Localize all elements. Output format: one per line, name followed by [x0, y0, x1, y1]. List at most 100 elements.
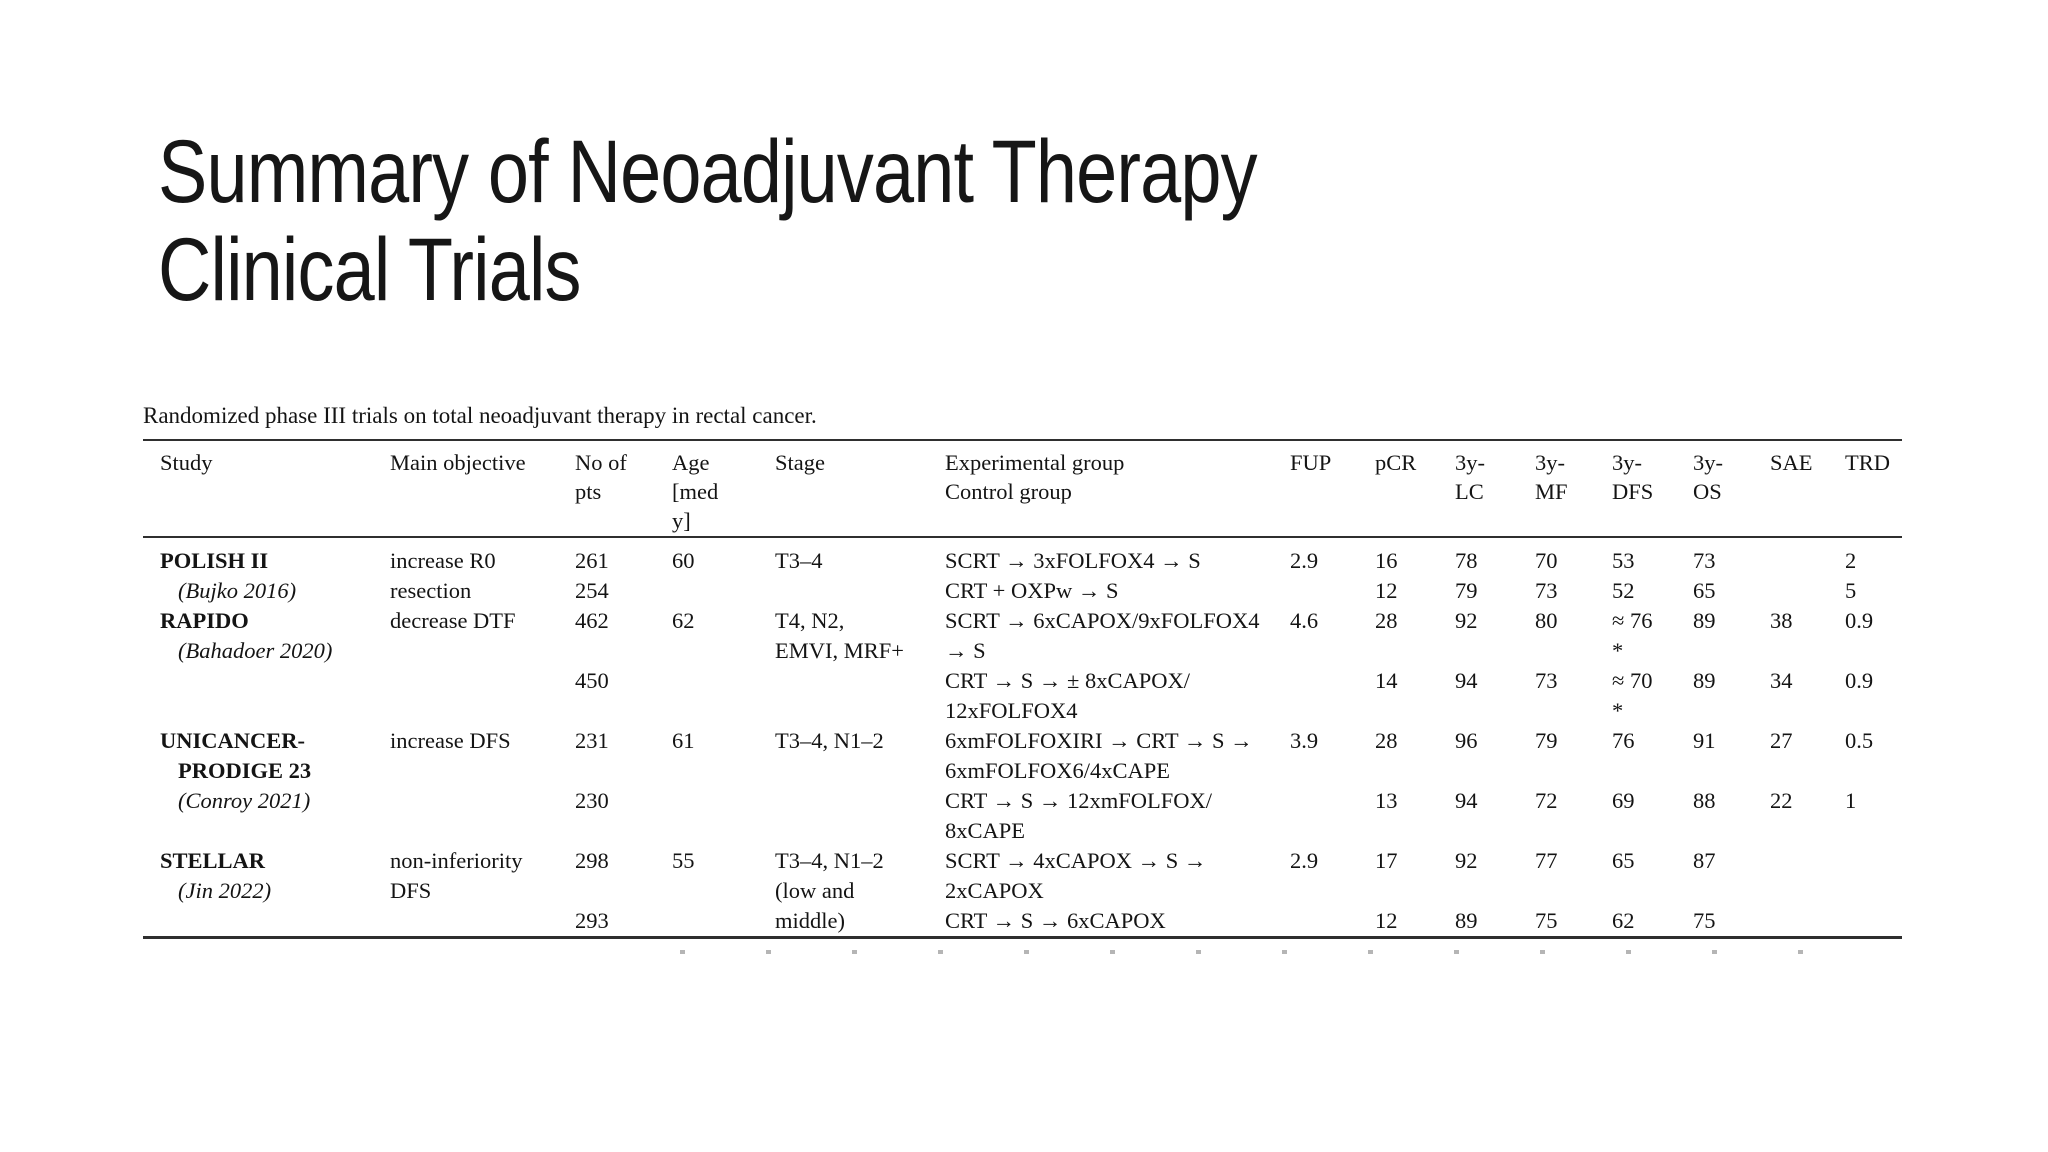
table-cell — [1770, 576, 1845, 606]
table-cell: 89 — [1693, 608, 1716, 633]
table-cell — [390, 666, 575, 696]
table-cell — [672, 636, 775, 666]
table-cell: 78 — [1455, 548, 1478, 573]
table-cell — [1693, 696, 1770, 726]
clipped-footnote-remnant — [680, 950, 1870, 954]
table-cell — [1375, 696, 1455, 726]
table-cell: 53 — [1612, 548, 1635, 573]
table-line: 8xCAPE — [143, 816, 1902, 846]
table-line: 293 middle) CRT → S → 6xCAPOX 12 89 75 62 75 — [143, 906, 1902, 938]
table-line: UNICANCER-increase DFS 231 61 T3–4, N1–2 6xm… — [143, 726, 1902, 756]
table-cell: 91 — [1693, 728, 1716, 753]
table-cell — [1770, 537, 1845, 576]
table-cell: EMVI, MRF+ — [775, 638, 904, 663]
table-cell: decrease DTF — [390, 608, 516, 633]
table-cell: 462 — [575, 608, 609, 633]
table-cell: SCRT → 3xFOLFOX4 → S — [945, 548, 1201, 573]
table-cell — [672, 906, 775, 938]
table-cell: T3–4 — [775, 548, 823, 573]
table-cell: 69 — [1612, 788, 1635, 813]
table-cell — [390, 756, 575, 786]
table-cell — [1845, 846, 1902, 876]
table-cell: 2.9 — [1290, 848, 1319, 873]
table-line: (Bahadoer 2020) EMVI, MRF+ → S * — [143, 636, 1902, 666]
table-cell — [390, 906, 575, 938]
table-cell: T3–4, N1–2 — [775, 848, 884, 873]
table-cell — [1290, 666, 1375, 696]
table-cell — [143, 906, 390, 938]
table-cell — [1770, 696, 1845, 726]
table-cell: 62 — [672, 608, 695, 633]
table-cell: 65 — [1612, 848, 1635, 873]
table-cell — [1845, 876, 1902, 906]
table-cell — [1455, 876, 1535, 906]
table-cell — [390, 786, 575, 816]
table-cell — [1612, 876, 1693, 906]
table-cell: 22 — [1770, 788, 1793, 813]
table-cell — [143, 696, 390, 726]
table-cell — [1375, 636, 1455, 666]
table-cell — [575, 696, 672, 726]
table-cell: 0.5 — [1845, 728, 1874, 753]
table-cell: increase DFS — [390, 728, 511, 753]
table-cell: 13 — [1375, 788, 1398, 813]
table-cell — [575, 756, 672, 786]
column-header-10: 3y- MF — [1535, 450, 1568, 504]
column-header-4: Age [med y] — [672, 450, 719, 533]
table-cell — [1693, 756, 1770, 786]
table-cell: 5 — [1845, 578, 1857, 603]
table-cell: 38 — [1770, 608, 1793, 633]
table-cell: 2xCAPOX — [945, 878, 1044, 903]
table-cell: 16 — [1375, 548, 1398, 573]
table-cell: 1 — [1845, 788, 1857, 813]
table-cell: middle) — [775, 908, 845, 933]
table-cell — [1535, 696, 1612, 726]
table-cell: 4.6 — [1290, 608, 1319, 633]
table-cell: 75 — [1535, 908, 1558, 933]
table-cell — [1290, 576, 1375, 606]
table-cell: 89 — [1455, 908, 1478, 933]
table-cell — [575, 816, 672, 846]
table-cell — [672, 816, 775, 846]
table-cell — [1290, 816, 1375, 846]
table-cell — [672, 576, 775, 606]
table-cell: ≈ 76 — [1612, 608, 1653, 633]
table-cell: POLISH II — [160, 548, 269, 573]
table-cell — [1290, 636, 1375, 666]
column-header-13: SAE — [1770, 450, 1813, 475]
table-cell — [775, 786, 945, 816]
table-header-row: Study Main objective No of pts Age [med y] S… — [143, 440, 1902, 537]
table-cell: * — [1612, 638, 1624, 663]
table-cell: 293 — [575, 908, 609, 933]
table-cell — [1612, 816, 1693, 846]
table-cell: 61 — [672, 728, 695, 753]
table-cell — [1455, 756, 1535, 786]
table-cell — [1455, 696, 1535, 726]
table-cell: PRODIGE 23 — [178, 758, 312, 783]
table-cell — [1535, 636, 1612, 666]
table-cell — [1845, 756, 1902, 786]
table-cell: 77 — [1535, 848, 1558, 873]
table-cell: 8xCAPE — [945, 818, 1026, 843]
table-cell: ≈ 70 — [1612, 668, 1653, 693]
table-cell: → S — [945, 638, 986, 663]
table-line: 12xFOLFOX4 * — [143, 696, 1902, 726]
table-cell — [390, 696, 575, 726]
table-line: STELLAR non-inferiority 298 55 T3–4, N1–2 SCR… — [143, 846, 1902, 876]
table-cell: DFS — [390, 878, 432, 903]
column-header-2: Main objective — [390, 450, 526, 475]
table-cell: 450 — [575, 668, 609, 693]
trials-table: Study Main objective No of pts Age [med y] S… — [143, 439, 1902, 939]
table-cell — [1375, 816, 1455, 846]
table-cell — [1770, 846, 1845, 876]
table-cell — [390, 816, 575, 846]
table-cell — [1845, 816, 1902, 846]
table-cell: 73 — [1535, 668, 1558, 693]
table-cell: T4, N2, — [775, 608, 845, 633]
table-cell — [1290, 876, 1375, 906]
column-header-12: 3y- OS — [1693, 450, 1723, 504]
table-cell: 76 — [1612, 728, 1635, 753]
table-cell: 88 — [1693, 788, 1716, 813]
table-cell — [1693, 816, 1770, 846]
table-cell: 73 — [1693, 548, 1716, 573]
